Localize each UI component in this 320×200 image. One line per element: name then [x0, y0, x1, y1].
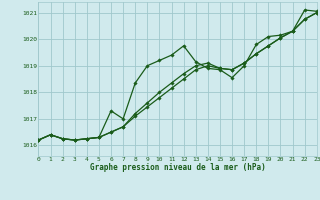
X-axis label: Graphe pression niveau de la mer (hPa): Graphe pression niveau de la mer (hPa) [90, 163, 266, 172]
